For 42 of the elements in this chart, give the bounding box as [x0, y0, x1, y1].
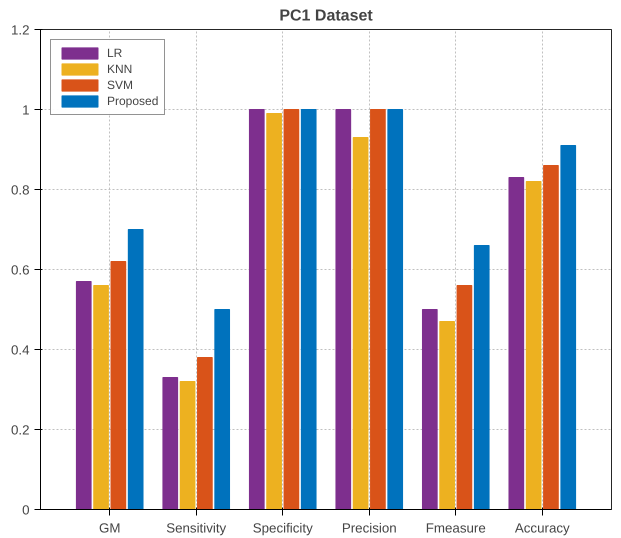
legend-label: KNN — [107, 62, 132, 76]
x-tick-label: Accuracy — [514, 520, 570, 536]
bar — [266, 113, 282, 510]
bar — [197, 357, 213, 510]
bar — [543, 165, 559, 510]
legend-label: LR — [107, 46, 124, 60]
bar — [180, 381, 196, 510]
bar — [128, 229, 144, 510]
y-tick-label: 1.2 — [10, 22, 30, 38]
bar — [110, 261, 126, 510]
bar — [214, 309, 230, 510]
y-tick-label: 1 — [22, 102, 30, 118]
bar — [248, 109, 265, 510]
bar — [93, 285, 109, 510]
bar — [439, 321, 455, 510]
x-tick-label: Fmeasure — [426, 520, 486, 536]
bar — [76, 281, 92, 510]
x-tick-label: Precision — [342, 520, 397, 536]
y-tick-label: 0.6 — [10, 262, 30, 278]
bar — [352, 137, 368, 510]
y-tick-label: 0.4 — [10, 342, 30, 358]
bar — [387, 109, 404, 510]
bar — [370, 109, 386, 510]
bar — [526, 181, 542, 510]
bar — [508, 177, 524, 510]
bar — [162, 377, 178, 510]
bar — [456, 285, 472, 510]
legend-label: SVM — [107, 78, 134, 92]
bar — [474, 245, 490, 510]
x-tick-label: Specificity — [252, 520, 314, 536]
bar — [335, 109, 352, 510]
x-tick-label: Sensitivity — [166, 520, 227, 536]
x-tick-label: GM — [98, 520, 120, 536]
bar — [560, 145, 576, 510]
y-tick-label: 0.8 — [10, 182, 30, 198]
legend-label: Proposed — [107, 94, 158, 108]
y-tick-label: 0 — [22, 502, 30, 518]
bar — [300, 109, 317, 510]
bar — [284, 109, 300, 510]
chart-title: PC1 Dataset — [279, 8, 374, 24]
bar — [422, 309, 438, 510]
y-tick-label: 0.2 — [10, 422, 30, 438]
